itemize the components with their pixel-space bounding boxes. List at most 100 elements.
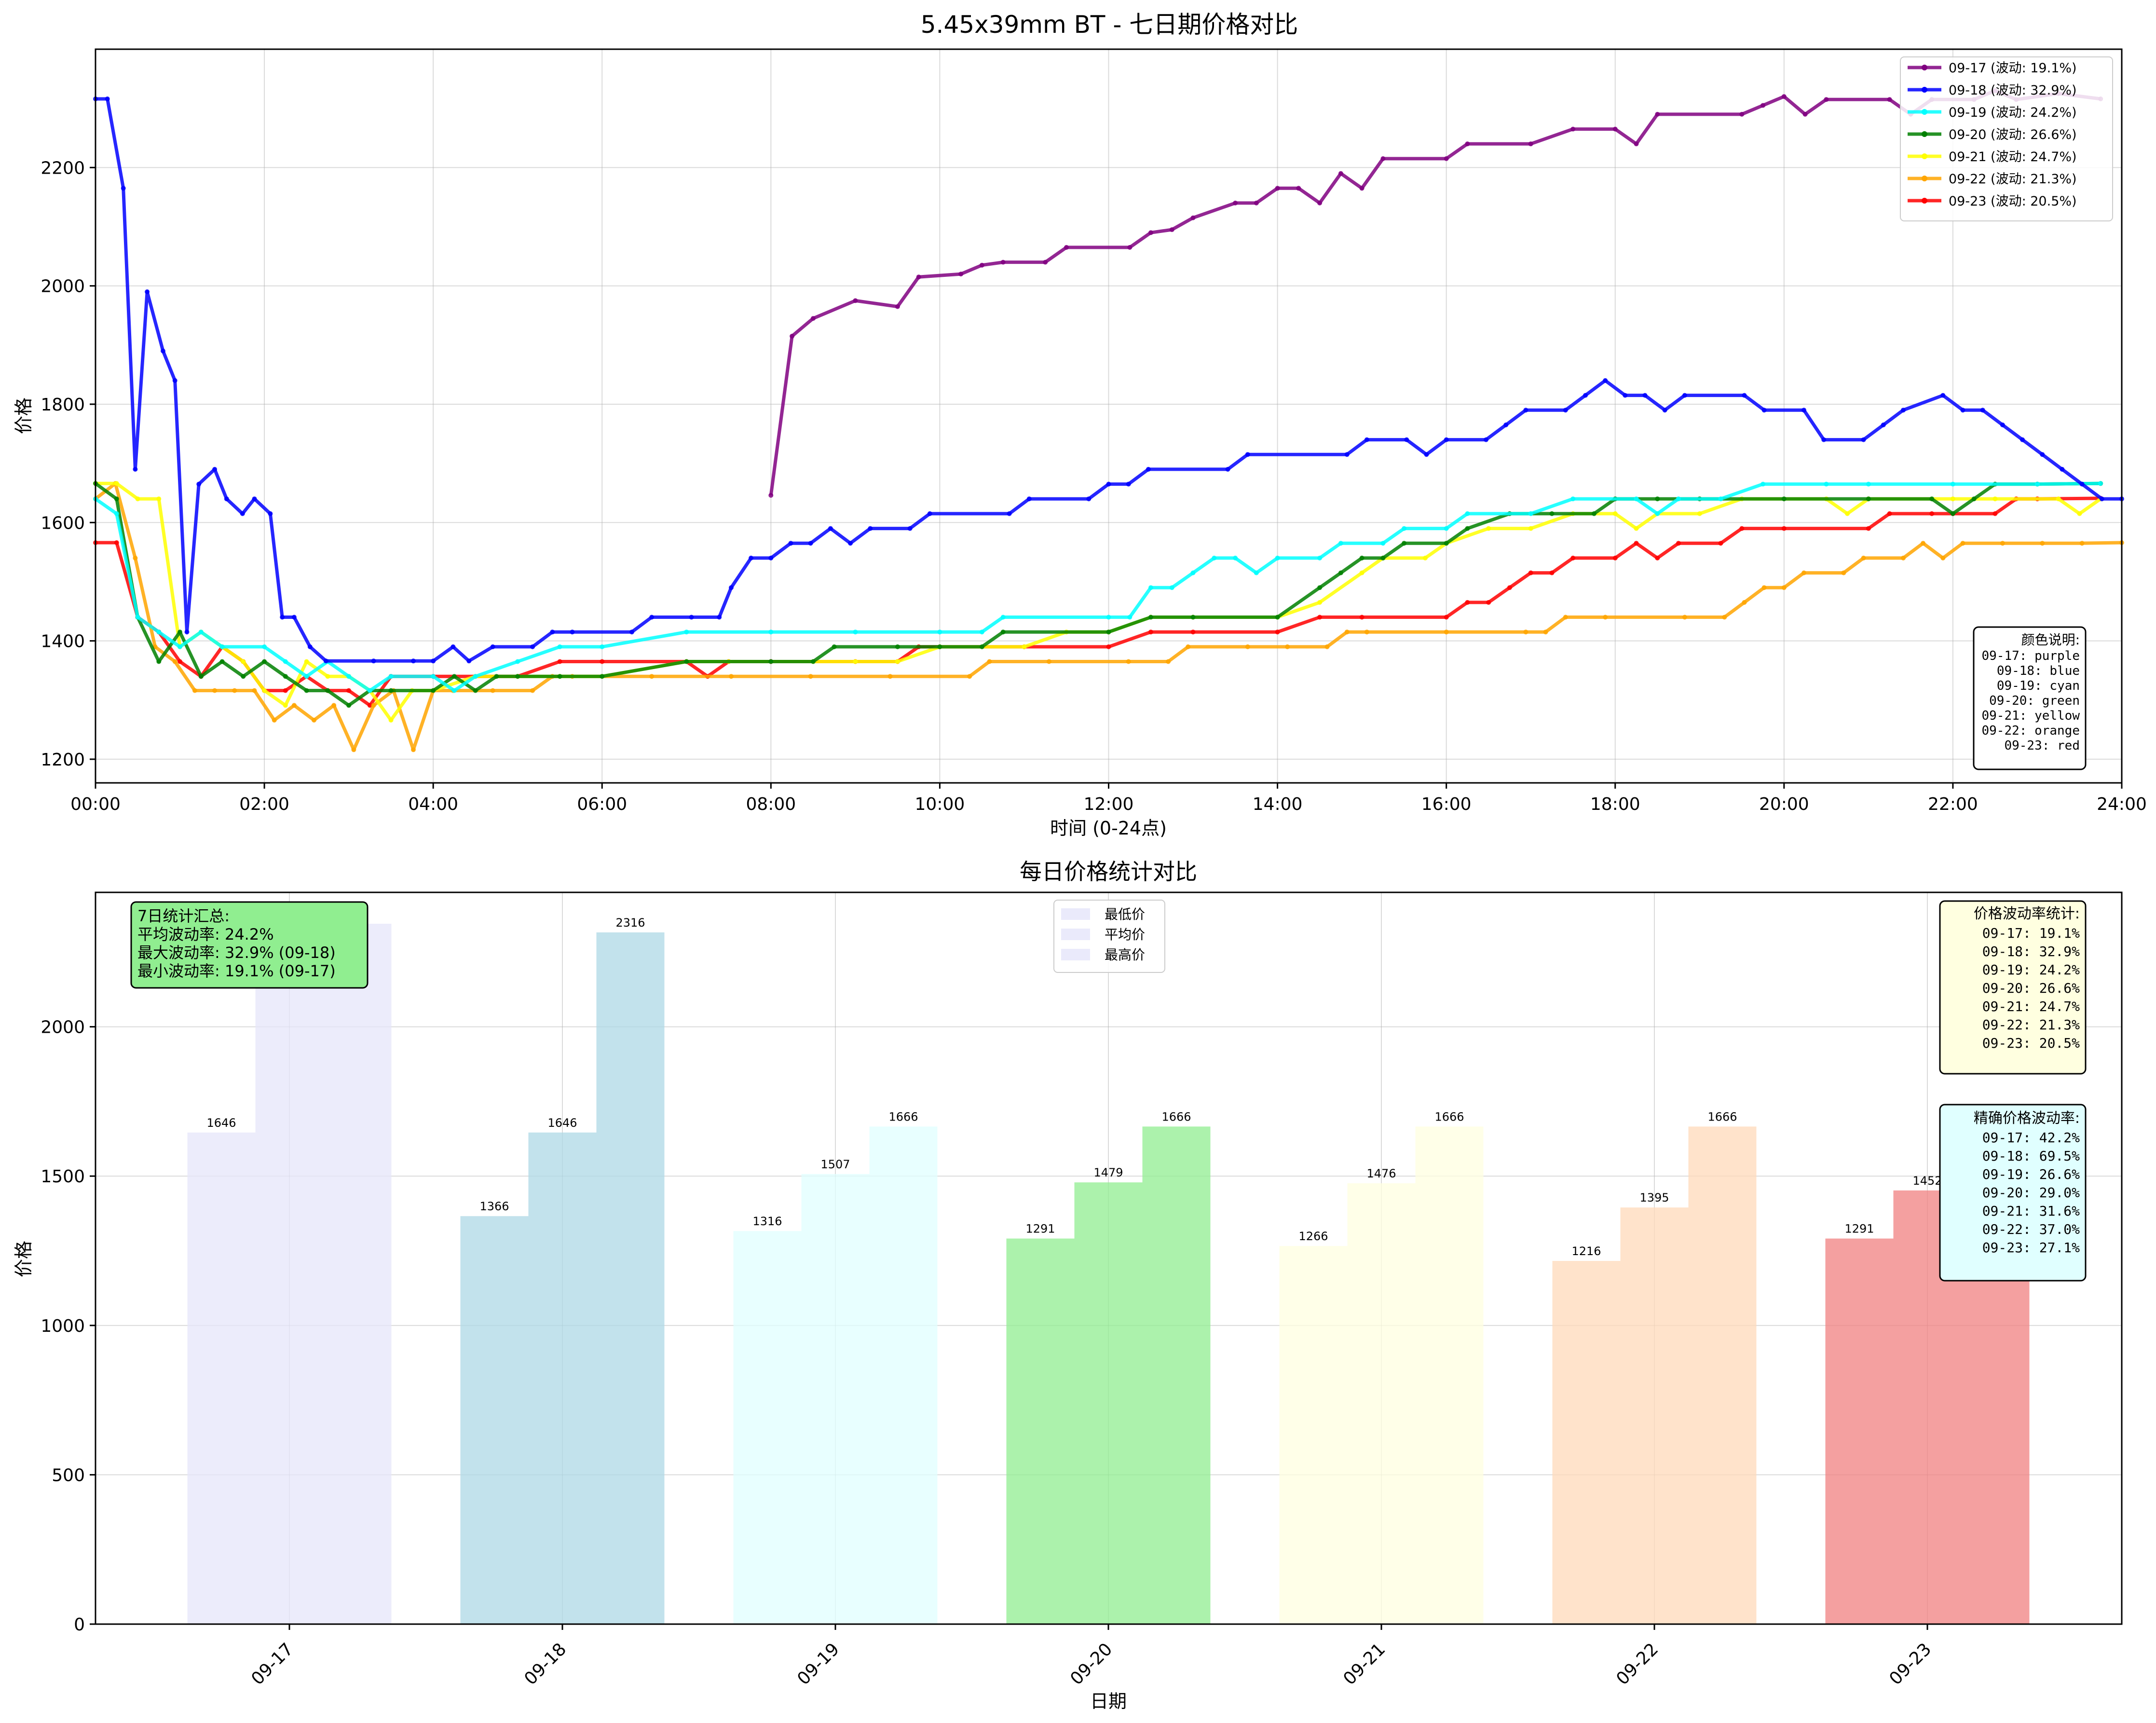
data-point — [848, 541, 853, 546]
data-point — [1022, 644, 1027, 649]
bar-09-18-2 — [596, 932, 665, 1624]
data-point — [272, 718, 277, 723]
data-point — [451, 674, 457, 679]
data-point — [262, 644, 267, 649]
data-point — [1338, 570, 1343, 575]
data-point — [2040, 541, 2045, 546]
precise-volatility-title: 精确价格波动率: — [1974, 1110, 2080, 1127]
data-point — [887, 674, 893, 679]
bar-data-label: 2316 — [615, 916, 645, 930]
data-point — [280, 615, 285, 620]
x-tick-label: 10:00 — [915, 794, 965, 814]
data-point — [1190, 215, 1196, 220]
legend-entry: 平均价 — [1105, 927, 1145, 943]
data-point — [1655, 511, 1660, 516]
data-point — [135, 615, 140, 620]
data-point — [1359, 615, 1365, 620]
x-tick-label: 00:00 — [70, 794, 121, 814]
data-point — [1887, 97, 1892, 102]
data-point — [1254, 200, 1259, 205]
bar-data-label: 1291 — [1025, 1222, 1055, 1236]
data-point — [1781, 496, 1787, 502]
data-point — [557, 659, 562, 664]
legend-entry: 09-18 (波动: 32.9%) — [1949, 83, 2077, 98]
data-point — [1275, 629, 1280, 635]
data-point — [1801, 570, 1806, 575]
legend-entry: 09-23 (波动: 20.5%) — [1949, 194, 2077, 209]
data-point — [790, 333, 795, 339]
bar-data-label: 1666 — [1161, 1110, 1191, 1123]
bar-data-label: 1666 — [888, 1110, 918, 1123]
data-point — [198, 674, 204, 679]
data-point — [105, 96, 110, 101]
bar-09-19-1 — [801, 1174, 870, 1624]
data-point — [1148, 615, 1153, 620]
data-point — [1148, 629, 1153, 635]
data-point — [1127, 615, 1133, 620]
bar-chart-data-labels: 1646 1366 1646 2316 1316 1507 1666 1291 1479 1666… — [206, 916, 1942, 1258]
bar-09-20-2 — [1142, 1126, 1211, 1624]
bar-09-18-1 — [528, 1132, 597, 1624]
data-point — [2060, 466, 2065, 472]
data-point — [1697, 511, 1702, 516]
data-point — [1364, 629, 1369, 635]
summary-line: 平均波动率: 24.2% — [137, 925, 274, 944]
data-point — [1444, 156, 1449, 161]
data-point — [1980, 408, 1985, 413]
data-point — [1486, 600, 1491, 605]
bar-chart: 每日价格统计对比 1646 1366 1646 2316 1316 1507 1666 129… — [13, 859, 2123, 1712]
data-point — [1338, 541, 1343, 546]
data-point — [1929, 511, 1935, 516]
data-point — [2079, 481, 2085, 487]
data-point — [868, 526, 873, 531]
bar-data-label: 1216 — [1571, 1244, 1601, 1258]
data-point — [979, 629, 984, 635]
data-point — [853, 629, 858, 635]
data-point — [1992, 496, 1998, 502]
data-point — [1523, 408, 1528, 413]
precise-volatility-line: 09-17: 42.2% — [1982, 1130, 2080, 1146]
line-chart-series — [93, 88, 2124, 752]
data-point — [121, 186, 126, 191]
data-point — [490, 644, 495, 649]
data-point — [304, 688, 309, 693]
data-point — [1760, 481, 1766, 487]
data-point — [1359, 186, 1365, 191]
data-point — [1212, 555, 1217, 561]
data-point — [351, 747, 356, 752]
line-chart-x-label: 时间 (0-24点) — [1050, 818, 1167, 839]
data-point — [1486, 526, 1491, 531]
bar-data-label: 1507 — [820, 1158, 850, 1171]
data-point — [808, 541, 813, 546]
data-point — [1612, 126, 1618, 132]
data-point — [473, 688, 478, 693]
color-note-line: 09-21: yellow — [1982, 709, 2080, 723]
data-point — [684, 629, 689, 635]
y-tick-label: 2200 — [41, 158, 85, 178]
data-point — [331, 703, 337, 708]
data-point — [156, 496, 162, 502]
data-point — [323, 658, 328, 664]
data-point — [2020, 437, 2025, 442]
line-chart-y-ticks: 1200 1400 1600 1800 2000 2200 — [41, 158, 96, 770]
data-point — [2035, 481, 2040, 487]
data-point — [1992, 511, 1998, 516]
data-point — [1603, 378, 1608, 383]
color-note-line: 09-22: orange — [1982, 724, 2080, 738]
data-point — [291, 703, 297, 708]
data-point — [1623, 393, 1628, 398]
data-point — [907, 526, 913, 531]
data-point — [2079, 541, 2085, 546]
data-point — [768, 555, 774, 561]
data-point — [304, 674, 309, 679]
data-point — [371, 703, 376, 708]
data-point — [184, 629, 190, 635]
data-point — [172, 378, 177, 383]
data-point — [530, 688, 535, 693]
y-tick-label: 1400 — [41, 632, 85, 652]
data-point — [1444, 541, 1449, 546]
y-tick-label: 2000 — [41, 277, 85, 297]
